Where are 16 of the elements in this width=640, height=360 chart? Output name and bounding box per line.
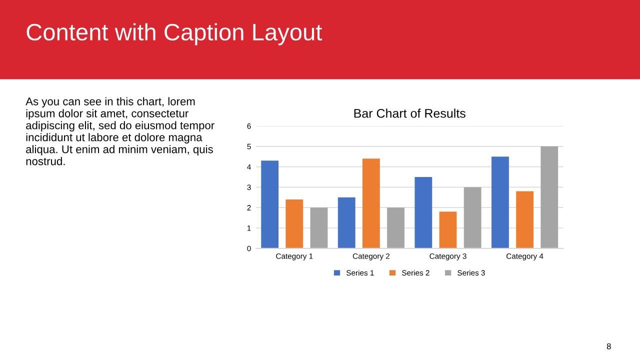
bar — [464, 187, 482, 248]
bar — [362, 158, 380, 248]
bar — [261, 160, 279, 248]
text: As you can see in this chart, lorem ipsum dolor sit amet, consectetur adipiscing elit, sed do eiusmod tempor incididunt ut labore et dolore magna aliqua. Ut enim ad minim veniam, quis nostrud. — [26, 97, 214, 166]
bar — [492, 156, 509, 248]
bar — [286, 199, 304, 248]
bar — [414, 177, 432, 248]
bar — [387, 208, 404, 248]
chart-subtitle: Bar Chart of Results — [354, 108, 466, 118]
bar — [516, 191, 534, 248]
chart-title: Content with Caption Layout — [26, 23, 322, 46]
bar — [540, 146, 558, 248]
text: 8 — [606, 343, 611, 350]
bar — [439, 212, 457, 248]
bar — [310, 208, 328, 248]
bar — [338, 197, 356, 248]
